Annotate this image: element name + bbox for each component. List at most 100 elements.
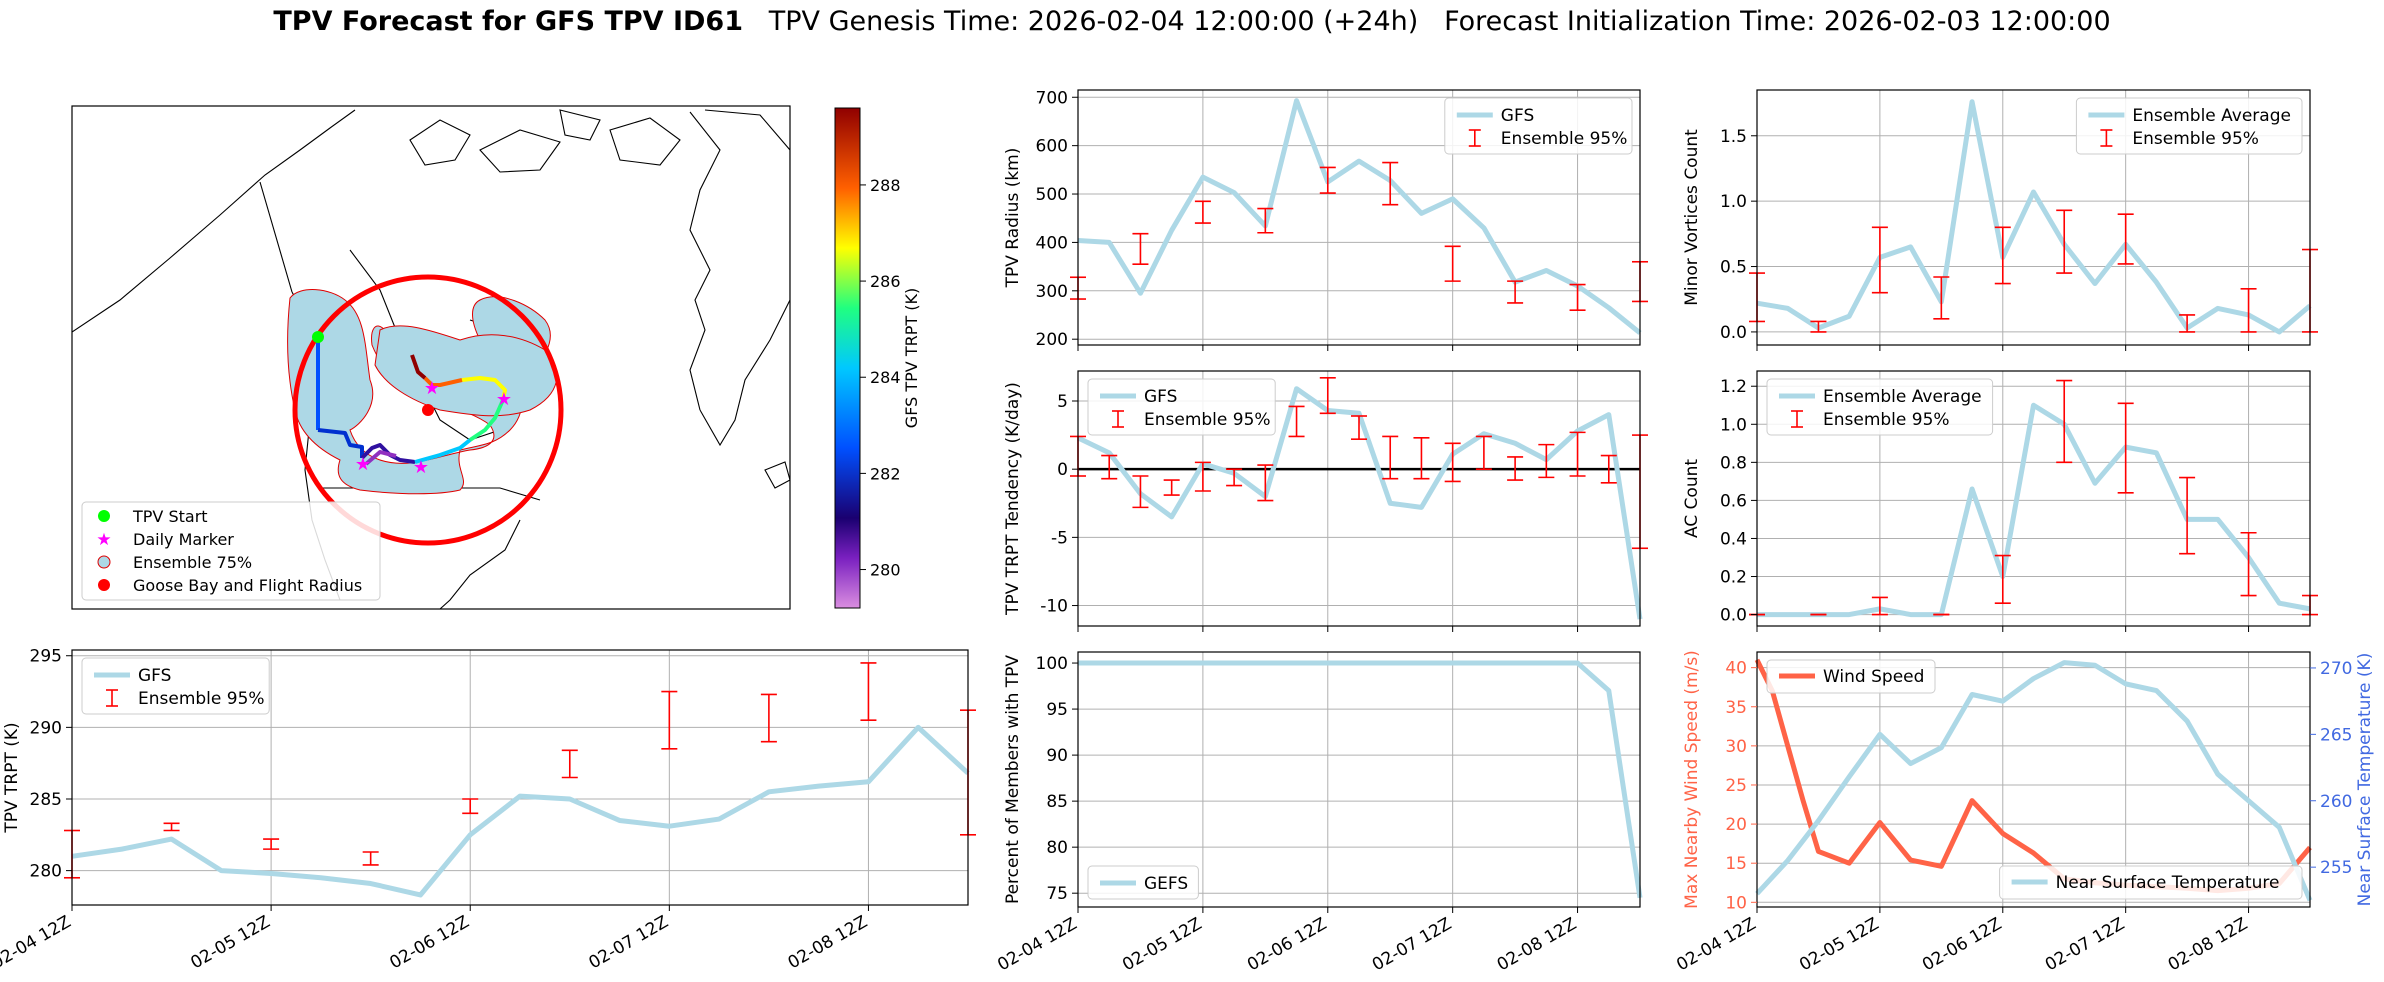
- colorbar-tick-label: 288: [870, 176, 901, 195]
- percent-legend: GEFS: [1087, 865, 1199, 900]
- tendency-errorbar: [1475, 435, 1492, 470]
- ac-ytick-label: 0.4: [1720, 529, 1747, 549]
- temp-legend-label: Near Surface Temperature: [2056, 873, 2280, 893]
- tendency-ytick-label: 0: [1057, 460, 1068, 480]
- map-daily-marker-4: ★: [355, 454, 371, 475]
- map-daily-marker-2: ★: [496, 389, 512, 410]
- wind-y2tick-label: 265: [2320, 725, 2352, 745]
- trpt-ytick-label: 280: [30, 862, 62, 882]
- minor-errorbar: [2056, 209, 2073, 274]
- radius-legend: GFS Ensemble 95%: [1444, 97, 1633, 155]
- trpt-ytick-label: 285: [30, 790, 62, 810]
- ac-errorbar: [2117, 402, 2134, 494]
- wind-ytick-label: 35: [1725, 698, 1747, 718]
- tendency-errorbar: [1101, 454, 1118, 480]
- trpt-legend-label: GFS: [138, 666, 171, 686]
- percent-xtick-label: 02-06 12Z: [1244, 914, 1330, 975]
- percent-ytick-label: 90: [1046, 746, 1068, 766]
- colorbar-tick-label: 284: [870, 368, 901, 387]
- minor-ytick-label: 1.0: [1720, 192, 1747, 212]
- trpt-errorbar: [760, 693, 777, 743]
- map-track-segment-8: [423, 376, 463, 387]
- trpt-errorbar: [362, 851, 379, 866]
- wind-ylabel: Max Nearby Wind Speed (m/s): [1682, 650, 1702, 909]
- radius-chart: 200 300 400 500 600 700 TPV Radius (km) GFS Ense…: [1003, 88, 1648, 351]
- ac-legend-label: Ensemble Average: [1823, 387, 1982, 407]
- percent-ytick-label: 85: [1046, 792, 1068, 812]
- trpt-errorbar: [462, 798, 479, 815]
- tendency-errorbar: [1600, 454, 1617, 484]
- tendency-errorbar: [1257, 464, 1274, 502]
- wind-xtick-label: 02-08 12Z: [2165, 914, 2251, 975]
- wind-xtick-label: 02-04 12Z: [1673, 914, 1759, 975]
- minor-ytick-label: 0.0: [1720, 323, 1747, 343]
- tendency-legend-label: Ensemble 95%: [1144, 410, 1271, 430]
- minor-errorbar: [2240, 287, 2257, 333]
- wind-y2tick-label: 255: [2320, 858, 2352, 878]
- wind-legend: Wind Speed Near Surface Temperature: [1766, 659, 2303, 900]
- radius-legend-label: GFS: [1501, 106, 1534, 126]
- radius-errorbar: [1444, 245, 1461, 282]
- minor-errorbar: [1810, 320, 1827, 333]
- ac-ytick-label: 0.0: [1720, 606, 1747, 626]
- tendency-ytick-label: -5: [1051, 528, 1068, 548]
- wind-ytick-label: 40: [1725, 659, 1747, 679]
- map-arctic-islands: [409, 109, 721, 411]
- tendency-errorbar: [1507, 456, 1524, 481]
- tendency-frame: [1077, 370, 1641, 627]
- tendency-ytick-label: -10: [1040, 597, 1068, 617]
- radius-ytick-label: 200: [1036, 330, 1068, 350]
- ac-ytick-label: 1.2: [1720, 377, 1747, 397]
- wind-ytick-label: 25: [1725, 776, 1747, 796]
- percent-plot-area: [1078, 652, 1640, 907]
- tendency-errorbar: [1538, 443, 1555, 479]
- legend-start-icon: [98, 510, 110, 522]
- map-coastline-us-east: [439, 519, 521, 609]
- figure-title-bold: TPV Forecast for GFS TPV ID61: [273, 6, 743, 37]
- radius-ytick-label: 600: [1036, 137, 1068, 157]
- tendency-errorbar: [1351, 415, 1367, 440]
- tendency-chart: -10 -5 0 5 TPV TRPT Tendency (K/day) GFS Ensem…: [1003, 370, 1648, 632]
- wind-y2tick-label: 270: [2320, 659, 2352, 679]
- wind-xtick-label: 02-06 12Z: [1919, 914, 2005, 975]
- ac-ytick-label: 0.6: [1720, 491, 1747, 511]
- trpt-xtick-label: 02-05 12Z: [187, 912, 273, 973]
- tendency-legend-errorbar-icon: [1112, 410, 1124, 428]
- map-coastline-alaska: [72, 109, 356, 333]
- trpt-errorbar: [163, 822, 180, 832]
- tendency-errorbar: [1569, 431, 1586, 477]
- map-track-segment-7: [461, 376, 507, 401]
- map-daily-marker-1: ★: [424, 378, 440, 399]
- map-panel: ★ ★ ★ ★ TPV Start ★ Daily Marker Ensembl…: [71, 105, 921, 610]
- ac-chart: 0.0 0.2 0.4 0.6 0.8 1.0 1.2 AC Count Ensemble Av…: [1682, 370, 2318, 632]
- minor-legend-label: Ensemble Average: [2132, 106, 2291, 126]
- ac-legend-errorbar-icon: [1791, 410, 1803, 428]
- ac-ytick-label: 0.2: [1720, 568, 1747, 588]
- percent-series-0-line: [1078, 660, 1643, 899]
- minor-legend-label: Ensemble 95%: [2132, 129, 2259, 149]
- map-goose-bay-marker: [422, 404, 434, 416]
- radius-ylabel: TPV Radius (km): [1003, 148, 1023, 289]
- minor-errorbar: [2117, 213, 2134, 265]
- ac-legend: Ensemble Average Ensemble 95%: [1766, 378, 1994, 436]
- percent-ytick-label: 100: [1036, 654, 1068, 674]
- ac-legend-label: Ensemble 95%: [1823, 410, 1950, 430]
- minor-frame: [1756, 89, 2311, 346]
- ac-ytick-label: 1.0: [1720, 415, 1747, 435]
- trpt-frame: [71, 649, 969, 906]
- tendency-ytick-label: 5: [1057, 392, 1068, 412]
- percent-xtick-label: 02-08 12Z: [1494, 914, 1580, 975]
- ac-ylabel: AC Count: [1682, 459, 1702, 538]
- radius-errorbar: [1132, 232, 1149, 265]
- map-legend-daily: Daily Marker: [133, 530, 234, 549]
- wind-y2label: Near Surface Temperature (K): [2355, 653, 2375, 907]
- radius-ytick-label: 400: [1036, 233, 1068, 253]
- colorbar-gradient: [834, 107, 861, 609]
- colorbar-tick-label: 280: [870, 561, 901, 580]
- tendency-legend-label: GFS: [1144, 387, 1177, 407]
- tendency-errorbar: [1163, 479, 1180, 496]
- wind-ytick-label: 20: [1725, 815, 1747, 835]
- tendency-ylabel: TPV TRPT Tendency (K/day): [1003, 382, 1023, 616]
- trpt-ylabel: TPV TRPT (K): [2, 722, 22, 833]
- radius-ytick-label: 700: [1036, 88, 1068, 108]
